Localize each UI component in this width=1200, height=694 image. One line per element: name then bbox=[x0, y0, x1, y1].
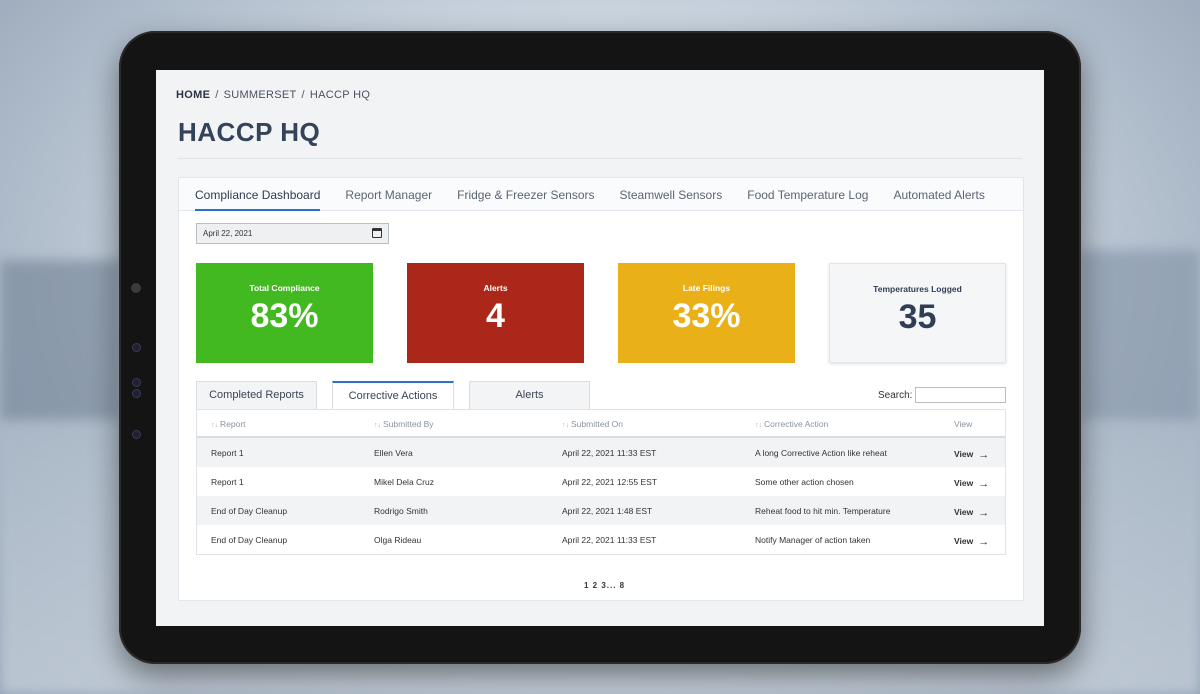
view-link[interactable]: View → bbox=[954, 448, 990, 461]
card-label: Temperatures Logged bbox=[873, 284, 962, 294]
corrective-actions-table: ↑↓ Report ↑↓ Submitted By ↑↓ Submitted On ↑… bbox=[196, 409, 1006, 555]
dashboard-panel: Compliance Dashboard Report Manager Frid… bbox=[178, 177, 1024, 601]
cell-report: Report 1 bbox=[211, 477, 244, 487]
app-screen: HOME / SUMMERSET / HACCP HQ HACCP HQ Complia… bbox=[156, 70, 1044, 626]
cell-corrective-action: Notify Manager of action taken bbox=[755, 535, 871, 545]
tab-fridge-freezer-sensors[interactable]: Fridge & Freezer Sensors bbox=[457, 188, 595, 202]
camera-icon bbox=[131, 283, 141, 293]
arrow-right-icon: → bbox=[978, 507, 990, 519]
col-submitted-on[interactable]: ↑↓ Submitted On bbox=[562, 419, 623, 429]
date-picker-input[interactable]: April 22, 2021 bbox=[196, 223, 389, 244]
subtab-alerts[interactable]: Alerts bbox=[469, 381, 590, 409]
view-link[interactable]: View → bbox=[954, 477, 990, 490]
view-link[interactable]: View → bbox=[954, 506, 990, 519]
card-value: 83% bbox=[250, 297, 319, 335]
card-temperatures-logged: Temperatures Logged 35 bbox=[829, 263, 1006, 363]
tab-compliance-dashboard[interactable]: Compliance Dashboard bbox=[195, 178, 321, 211]
card-label: Late Filings bbox=[682, 283, 731, 293]
cell-submitted-on: April 22, 2021 11:33 EST bbox=[562, 535, 657, 545]
arrow-right-icon: → bbox=[978, 536, 990, 548]
breadcrumb-home[interactable]: HOME bbox=[176, 89, 211, 101]
view-label: View bbox=[954, 478, 974, 488]
search-label: Search: bbox=[878, 390, 913, 401]
col-corrective-action[interactable]: ↑↓ Corrective Action bbox=[755, 419, 828, 429]
cell-submitted-on: April 22, 2021 12:55 EST bbox=[562, 477, 657, 487]
cell-report: Report 1 bbox=[211, 448, 244, 458]
side-dot bbox=[132, 378, 141, 387]
title-divider bbox=[178, 158, 1022, 159]
sort-icon: ↑↓ bbox=[562, 422, 569, 429]
view-label: View bbox=[954, 449, 974, 459]
breadcrumb-separator: / bbox=[215, 89, 219, 101]
search-input[interactable] bbox=[915, 387, 1006, 403]
card-late-filings: Late Filings 33% bbox=[618, 263, 795, 363]
breadcrumb: HOME / SUMMERSET / HACCP HQ bbox=[176, 89, 370, 101]
date-value: April 22, 2021 bbox=[203, 229, 253, 238]
breadcrumb-summerset[interactable]: SUMMERSET bbox=[223, 89, 297, 101]
subtab-corrective-actions[interactable]: Corrective Actions bbox=[332, 381, 454, 409]
card-label: Total Compliance bbox=[249, 283, 320, 293]
cell-submitted-by: Rodrigo Smith bbox=[374, 506, 428, 516]
tablet-device: HOME / SUMMERSET / HACCP HQ HACCP HQ Complia… bbox=[119, 31, 1081, 664]
table-row: Report 1 Ellen Vera April 22, 2021 11:33… bbox=[197, 438, 1005, 467]
col-label: Submitted On bbox=[571, 419, 623, 429]
sort-icon: ↑↓ bbox=[211, 422, 218, 429]
card-value: 4 bbox=[486, 297, 505, 335]
subtab-completed-reports[interactable]: Completed Reports bbox=[196, 381, 317, 409]
sort-icon: ↑↓ bbox=[374, 422, 381, 429]
card-label: Alerts bbox=[483, 283, 508, 293]
cell-corrective-action: A long Corrective Action like reheat bbox=[755, 448, 887, 458]
card-value: 35 bbox=[898, 298, 937, 336]
cell-corrective-action: Some other action chosen bbox=[755, 477, 854, 487]
background-right-blur bbox=[1080, 250, 1200, 420]
tab-food-temperature-log[interactable]: Food Temperature Log bbox=[747, 188, 869, 202]
col-view: View bbox=[954, 419, 973, 429]
col-label: Report bbox=[220, 419, 246, 429]
col-submitted-by[interactable]: ↑↓ Submitted By bbox=[374, 419, 434, 429]
breadcrumb-separator: / bbox=[301, 89, 305, 101]
cell-submitted-on: April 22, 2021 11:33 EST bbox=[562, 448, 657, 458]
view-label: View bbox=[954, 536, 974, 546]
cell-corrective-action: Reheat food to hit min. Temperature bbox=[755, 506, 891, 516]
view-label: View bbox=[954, 507, 974, 517]
page-title: HACCP HQ bbox=[178, 117, 321, 147]
side-button bbox=[132, 343, 141, 352]
side-button bbox=[132, 430, 141, 439]
table-row: End of Day Cleanup Rodrigo Smith April 2… bbox=[197, 496, 1005, 525]
card-alerts: Alerts 4 bbox=[407, 263, 584, 363]
main-tabbar: Compliance Dashboard Report Manager Frid… bbox=[179, 178, 1023, 211]
cell-submitted-by: Mikel Dela Cruz bbox=[374, 477, 434, 487]
col-label: Corrective Action bbox=[764, 419, 829, 429]
side-dot bbox=[132, 389, 141, 398]
view-link[interactable]: View → bbox=[954, 535, 990, 548]
cell-report: End of Day Cleanup bbox=[211, 506, 288, 516]
arrow-right-icon: → bbox=[978, 478, 990, 490]
sort-icon: ↑↓ bbox=[755, 422, 762, 429]
background-left-blur bbox=[0, 260, 120, 420]
table-row: End of Day Cleanup Olga Rideau April 22,… bbox=[197, 525, 1005, 554]
arrow-right-icon: → bbox=[978, 449, 990, 461]
table-row: Report 1 Mikel Dela Cruz April 22, 2021 … bbox=[197, 467, 1005, 496]
card-value: 33% bbox=[672, 297, 741, 335]
tab-report-manager[interactable]: Report Manager bbox=[345, 188, 433, 202]
tab-automated-alerts[interactable]: Automated Alerts bbox=[893, 188, 985, 202]
col-label: Submitted By bbox=[383, 419, 434, 429]
col-report[interactable]: ↑↓ Report bbox=[211, 419, 246, 429]
calendar-icon[interactable] bbox=[372, 228, 382, 238]
cell-submitted-by: Ellen Vera bbox=[374, 448, 413, 458]
card-total-compliance: Total Compliance 83% bbox=[196, 263, 373, 363]
breadcrumb-current: HACCP HQ bbox=[309, 89, 371, 101]
cell-submitted-on: April 22, 2021 1:48 EST bbox=[562, 506, 653, 516]
cell-report: End of Day Cleanup bbox=[211, 535, 288, 545]
cell-submitted-by: Olga Rideau bbox=[374, 535, 422, 545]
pagination[interactable]: 1 2 3... 8 bbox=[584, 581, 626, 590]
tab-steamwell-sensors[interactable]: Steamwell Sensors bbox=[619, 188, 723, 202]
table-header: ↑↓ Report ↑↓ Submitted By ↑↓ Submitted On ↑… bbox=[197, 410, 1005, 438]
